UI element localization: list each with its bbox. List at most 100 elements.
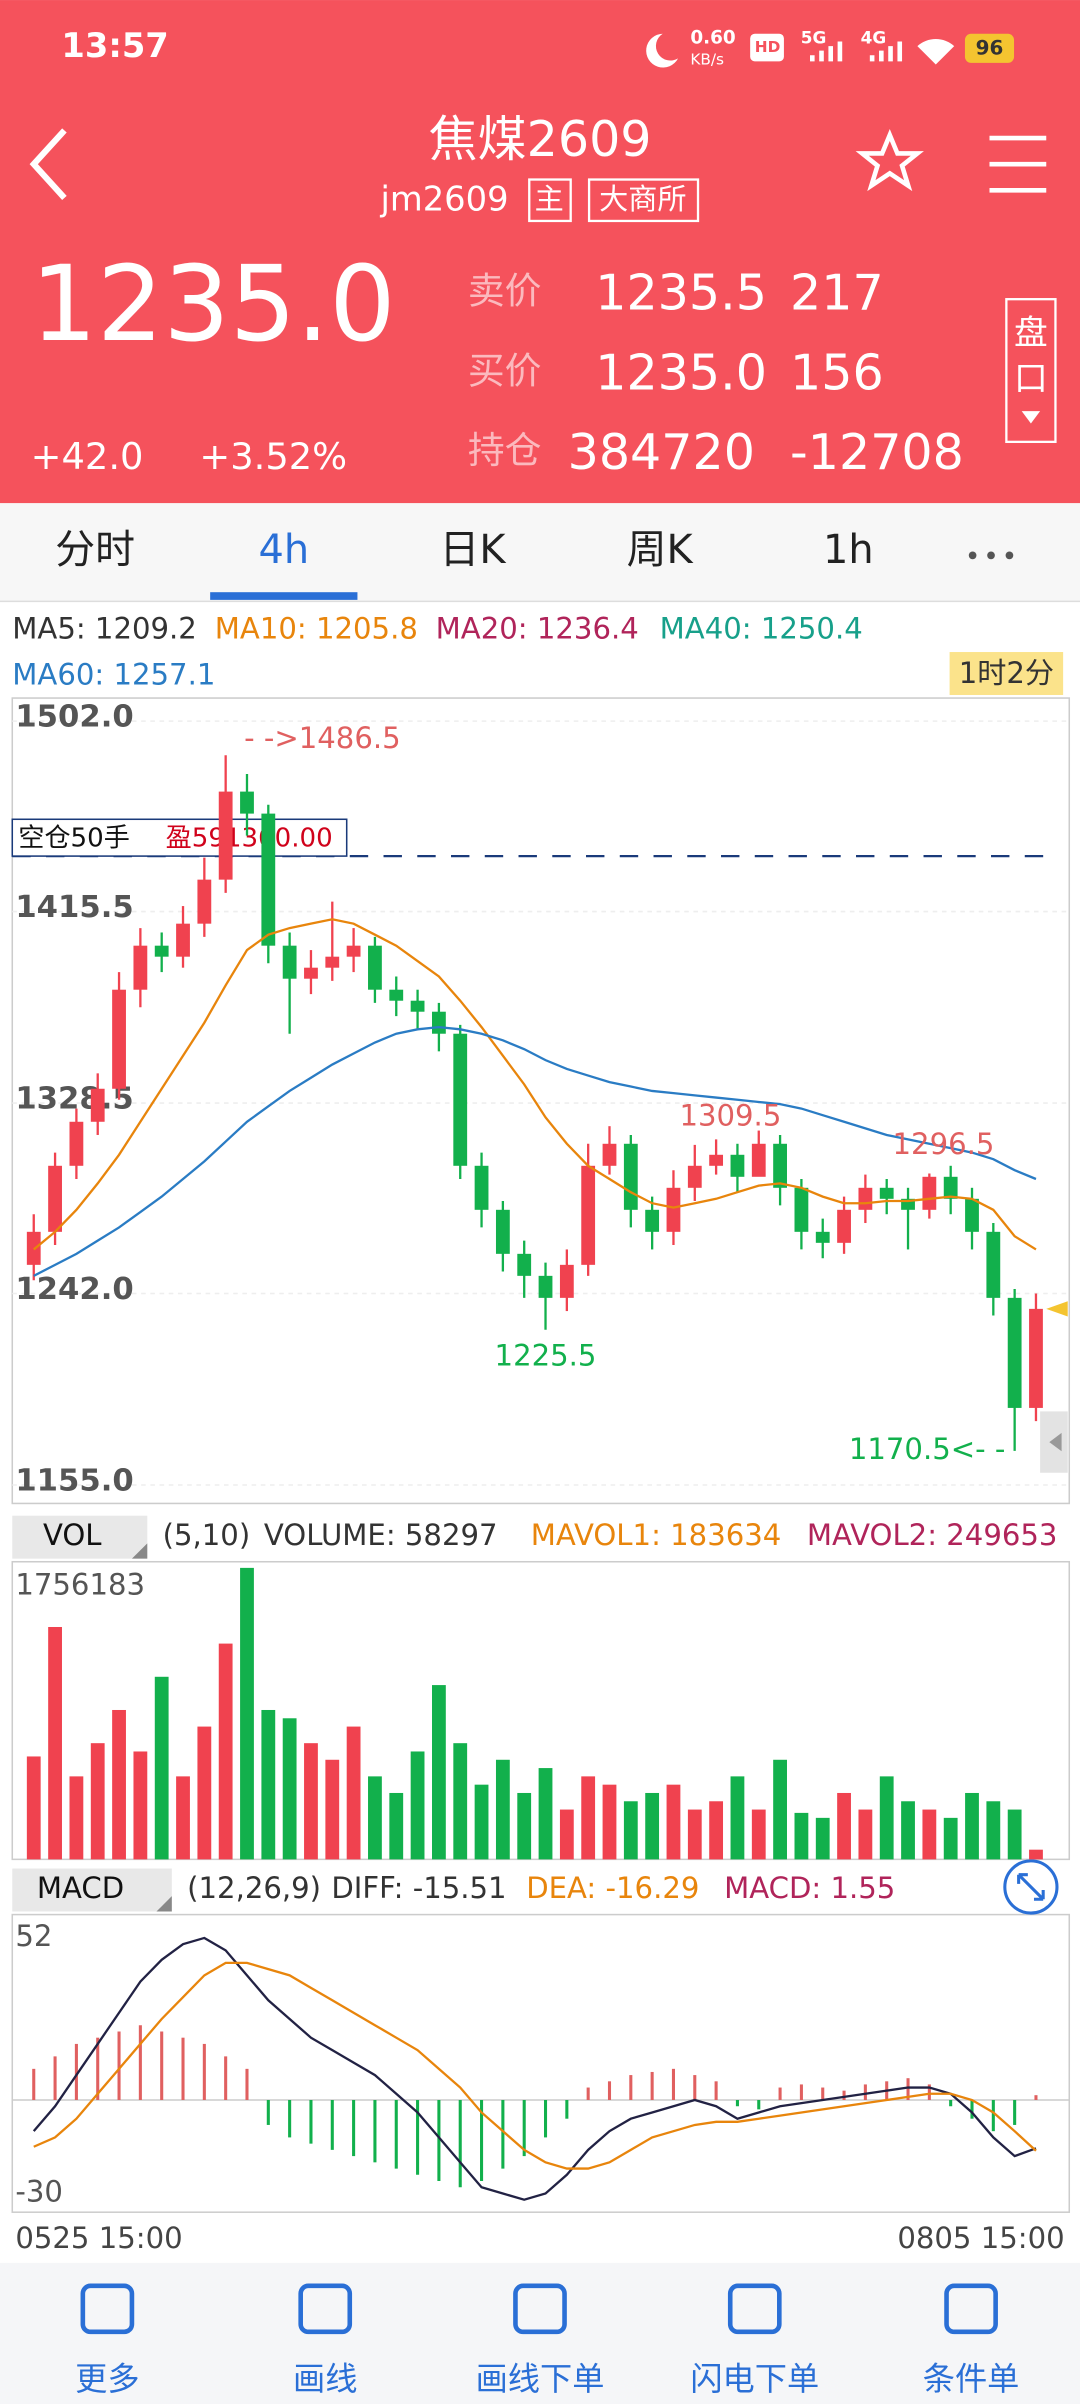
candle-body [709,1154,724,1166]
tab[interactable]: 分时 [55,527,135,573]
nav-label[interactable]: 画线下单 [476,2360,605,2398]
candle-body [218,791,233,880]
hd-icon [750,33,784,62]
volume-bar [645,1792,660,1860]
tab[interactable]: 1h [823,527,874,573]
volume-bar [368,1776,382,1860]
candle-body [901,1198,915,1210]
volume-bar [517,1792,532,1860]
ma-line [33,918,1037,1251]
volume-bar [240,1567,254,1860]
nav-label[interactable]: 画线 [293,2360,357,2398]
more-dot[interactable] [987,551,995,560]
candle-body [133,945,148,990]
volume-bar [112,1709,126,1860]
candle-body [495,1209,510,1254]
candle-body [69,1121,84,1166]
more-dot[interactable] [1005,551,1014,560]
annotation: 1170.5<- - [849,1432,1006,1466]
volume-bar [1007,1809,1022,1860]
tab[interactable]: 周K [627,527,694,573]
header-bg [0,0,1080,504]
volume-bar [453,1743,468,1860]
battery [964,33,1015,63]
candle-body [197,879,212,924]
nav-icon[interactable] [298,2283,353,2335]
tab[interactable]: 日K [439,527,506,573]
side-text: 盘 [1014,313,1048,352]
back-button[interactable] [29,128,67,201]
expand-icon [1017,1873,1045,1901]
macd-arrow [156,1896,172,1912]
more-dot[interactable] [968,551,977,560]
macd-line [32,1936,1037,2201]
y-tick-label: 1502.0 [15,700,133,735]
quote-label: 持仓 [468,429,542,472]
change: +42.0 [31,435,144,478]
candle-body [410,1000,425,1012]
nav-label[interactable]: 条件单 [923,2360,1020,2398]
quote-volume: 217 [790,264,884,322]
side-button[interactable] [1005,298,1057,444]
candle-body [965,1198,979,1232]
ma-legend: MA10: 1205.8 [215,612,418,646]
nav-label[interactable]: 闪电下单 [690,2360,819,2398]
macd-panel [11,1913,1071,2213]
change-pct: +3.52% [199,435,347,478]
volume-bar [581,1776,596,1860]
panel-stat: DEA: -16.29 [526,1871,699,1905]
volume-bar [48,1626,62,1860]
volume-bar [858,1809,873,1860]
tab[interactable]: 4h [258,527,309,573]
volume-bar [218,1643,233,1860]
candle-body [368,945,382,990]
nav-icon[interactable] [727,2283,782,2335]
candle-body [154,945,169,957]
candle-body [240,791,254,814]
candle-body [1007,1297,1022,1408]
volume-bar [773,1759,787,1860]
nav-label[interactable]: 更多 [75,2360,139,2398]
volume-bar [1029,1849,1043,1860]
volume-bar [261,1709,276,1860]
quote-price: 1235.5 [595,264,767,322]
favorite-button[interactable] [855,129,924,192]
candle-body [751,1143,766,1177]
nav-icon[interactable] [513,2283,567,2335]
clock: 13:57 [61,26,168,65]
volume-bar [495,1759,510,1860]
candle-body [666,1187,681,1232]
volume-bar [389,1792,404,1860]
candle-body [837,1209,851,1243]
menu-button[interactable] [989,135,1047,193]
candle-body [687,1165,702,1188]
side-text: 口 [1014,359,1048,398]
net-unit: KB/s [690,50,724,68]
candle-body [474,1165,489,1210]
panel-stat: MAVOL1: 183634 [531,1518,782,1552]
signal-bars-2 [869,41,903,62]
ma-legend: MA20: 1236.4 [436,612,639,646]
annotation: 1309.5 [679,1098,781,1132]
nav-icon[interactable] [944,2283,998,2335]
nav-icon[interactable] [80,2283,135,2335]
volume-bar [304,1743,318,1860]
panel-stat: MAVOL2: 249653 [807,1518,1058,1552]
candle-body [581,1165,596,1265]
candle-body [112,989,126,1089]
ma-line [33,1025,1037,1277]
candle-body [261,813,276,946]
quote-label: 买价 [468,349,542,392]
volume-bar [90,1743,105,1860]
expand-button[interactable] [1003,1859,1059,1915]
annotation: 1296.5 [893,1127,995,1161]
signal-bars [810,41,843,62]
position-profit: 盈591360.00 [166,824,333,854]
candle-body [986,1231,1001,1298]
volume-bar [922,1809,937,1860]
panel-stat: MACD: 1.55 [724,1871,895,1905]
y-tick-label: 1756183 [15,1567,145,1601]
hd-text: HD [755,38,781,56]
side-handle-arrow [1049,1432,1062,1452]
